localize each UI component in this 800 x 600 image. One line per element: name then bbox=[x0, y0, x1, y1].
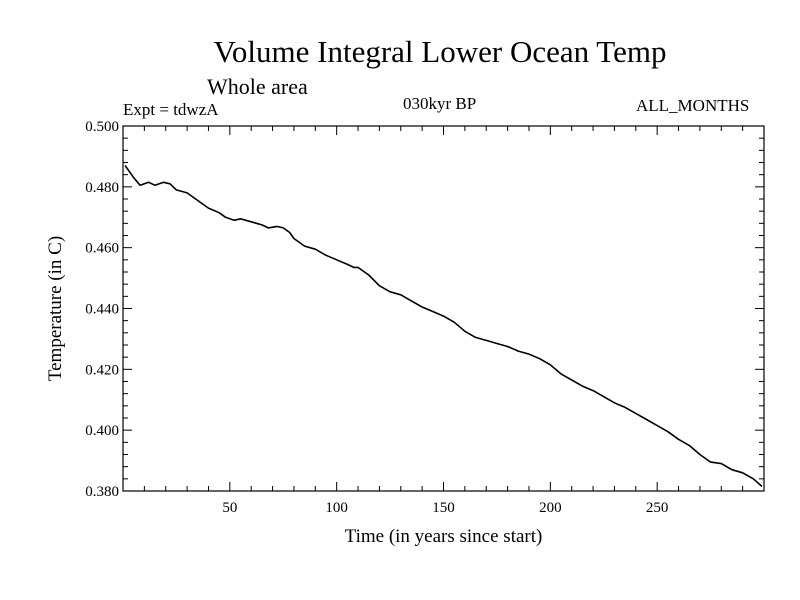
y-tick-label: 0.500 bbox=[85, 119, 119, 135]
chart-title: Volume Integral Lower Ocean Temp bbox=[213, 34, 667, 69]
x-tick-label: 100 bbox=[325, 500, 348, 516]
temperature-line bbox=[124, 165, 763, 487]
y-tick-label: 0.400 bbox=[85, 423, 119, 439]
x-tick-label: 200 bbox=[539, 500, 562, 516]
period-label: 030kyr BP bbox=[403, 94, 477, 113]
y-tick-label: 0.380 bbox=[85, 484, 119, 500]
x-tick-label: 150 bbox=[432, 500, 455, 516]
y-tick-label: 0.420 bbox=[85, 362, 119, 378]
axis-ticks bbox=[123, 126, 764, 491]
experiment-label: Expt = tdwzA bbox=[123, 100, 219, 119]
y-tick-label: 0.480 bbox=[85, 180, 119, 196]
x-tick-labels: 50 100 150 200 250 bbox=[222, 500, 668, 516]
plot-frame bbox=[122, 125, 765, 492]
x-tick-label: 50 bbox=[222, 500, 237, 516]
data-series bbox=[124, 165, 763, 487]
y-tick-label: 0.460 bbox=[85, 241, 119, 257]
y-tick-labels: 0.380 0.400 0.420 0.440 0.460 0.480 0.500 bbox=[85, 119, 119, 500]
y-axis-label: Temperature (in C) bbox=[45, 236, 66, 381]
y-tick-label: 0.440 bbox=[85, 302, 119, 318]
x-tick-label: 250 bbox=[646, 500, 669, 516]
x-axis-label: Time (in years since start) bbox=[345, 526, 543, 547]
months-label: ALL_MONTHS bbox=[636, 96, 750, 115]
chart-subtitle: Whole area bbox=[207, 74, 308, 99]
